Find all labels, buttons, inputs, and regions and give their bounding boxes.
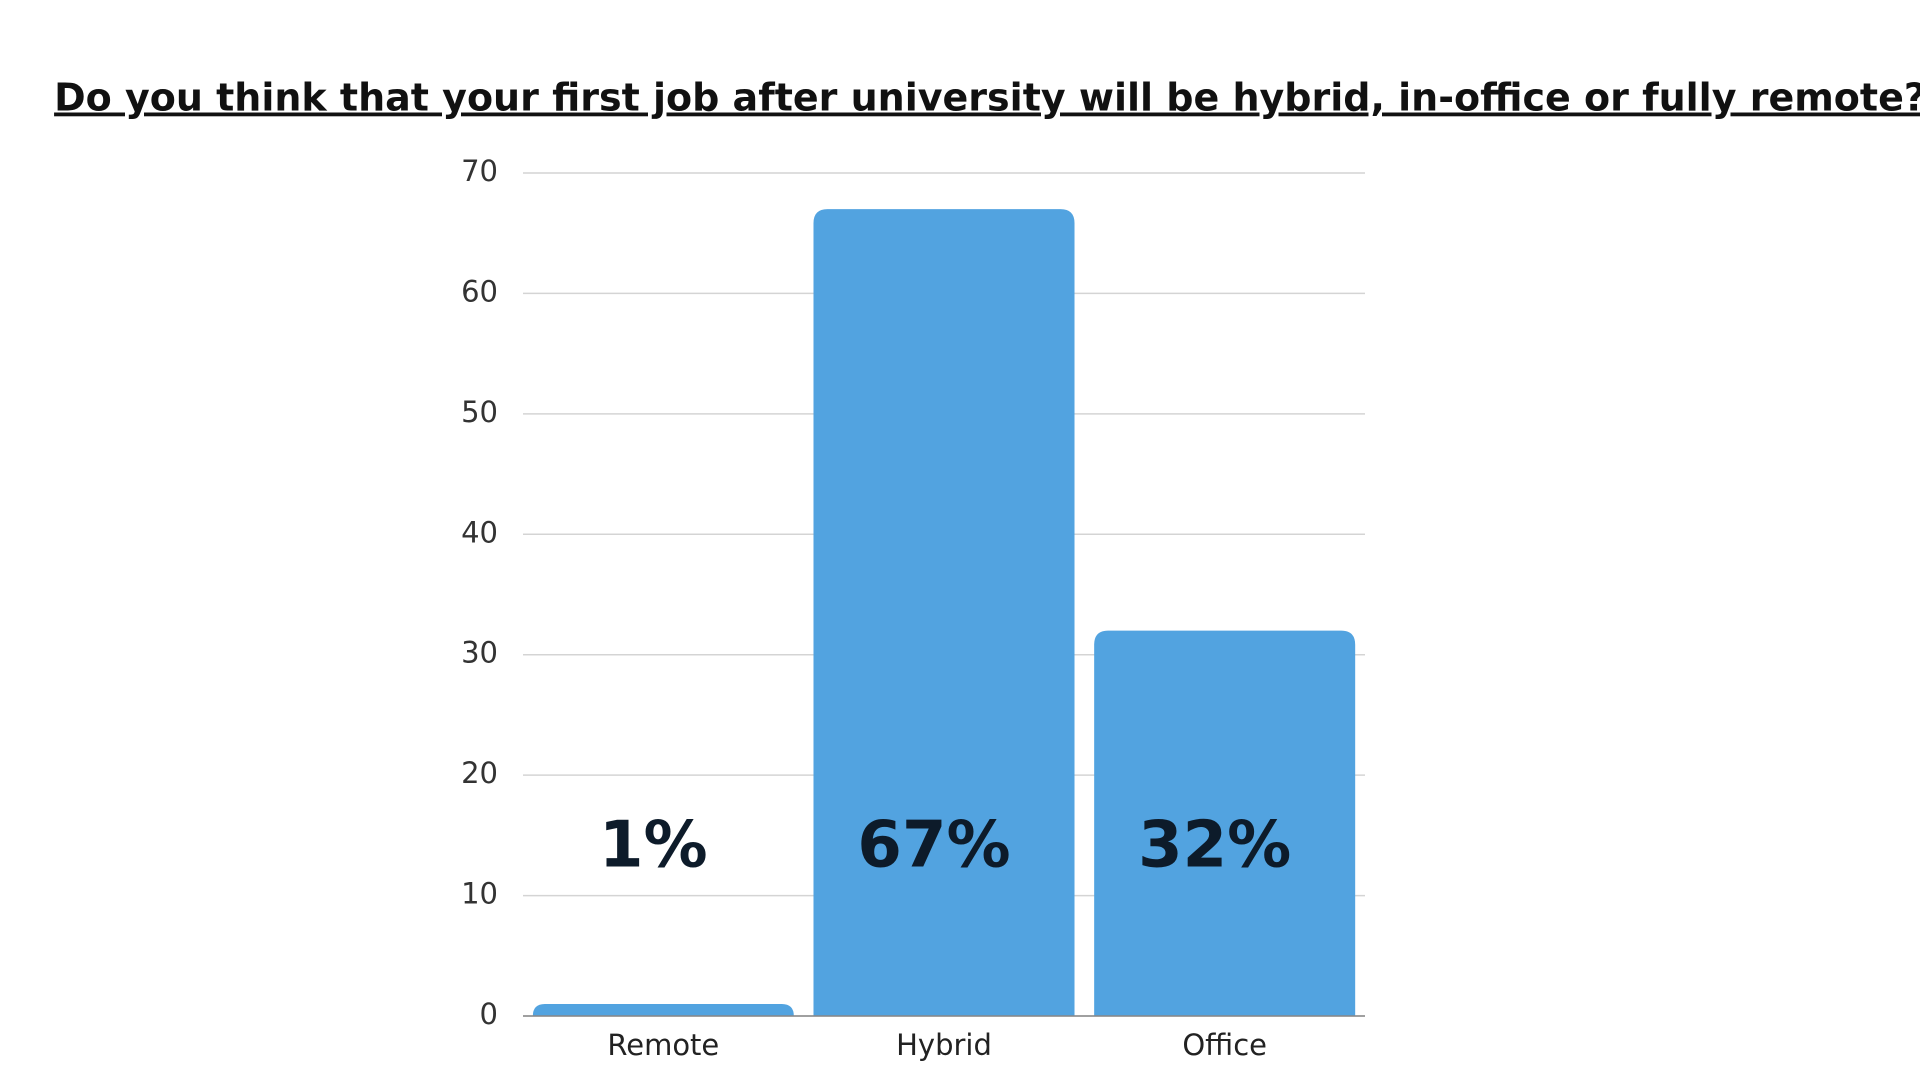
y-tick-label: 30 [461,636,498,670]
x-tick-label: Remote [607,1028,719,1062]
chart-title: Do you think that your first job after u… [54,76,1920,120]
value-label: 67% [857,809,1010,883]
x-tick-label: Office [1182,1028,1267,1062]
y-tick-label: 50 [461,395,498,429]
y-tick-label: 20 [461,756,498,790]
value-label: 32% [1138,809,1291,883]
bar [1094,630,1356,1016]
y-tick-label: 70 [461,154,498,188]
x-tick-label: Hybrid [896,1028,992,1062]
bar [813,209,1075,1017]
y-tick-label: 60 [461,274,498,308]
y-tick-label: 10 [461,877,498,911]
bar [532,1003,794,1016]
y-tick-label: 0 [480,997,498,1031]
value-label: 1% [599,809,708,883]
y-tick-label: 40 [461,515,498,549]
